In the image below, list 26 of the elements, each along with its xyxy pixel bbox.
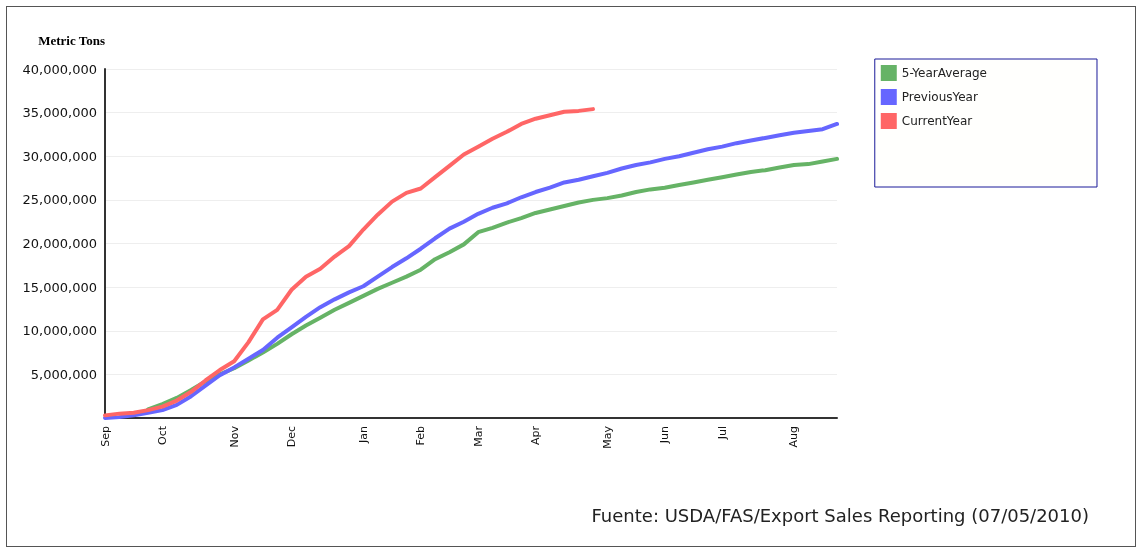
x-tick-label: Jan	[356, 425, 370, 444]
x-tick-label: Jun	[658, 425, 672, 445]
x-tick-label: Dec	[285, 426, 299, 448]
x-tick-label: Nov	[227, 425, 241, 448]
legend-label: 5-YearAverage	[901, 66, 988, 80]
x-tick-label: Feb	[414, 425, 428, 446]
y-axis-title: Metric Tons	[38, 33, 105, 48]
y-tick-label: 5,000,000	[30, 366, 97, 382]
x-tick-label: May	[600, 425, 614, 449]
y-tick-label: 20,000,000	[22, 236, 97, 251]
x-tick-label: Mar	[471, 425, 485, 447]
y-tick-label: 35,000,000	[22, 105, 97, 121]
x-tick-label: Aug	[787, 426, 801, 448]
source-note: Fuente: USDA/FAS/Export Sales Reporting (07/05/2010)	[591, 504, 1089, 526]
x-tick-label: Jul	[715, 426, 729, 441]
y-tick-label: 15,000,000	[22, 279, 97, 295]
legend-label: PreviousYear	[901, 90, 978, 104]
y-tick-label: 10,000,000	[22, 323, 97, 339]
y-tick-label: 30,000,000	[22, 148, 97, 164]
x-tick-label: Oct	[155, 425, 169, 446]
y-tick-label: 40,000,000	[22, 61, 97, 77]
x-tick-label: Sep	[98, 425, 112, 447]
legend-label: CurrentYear	[901, 114, 973, 128]
x-tick-label: Apr	[529, 425, 543, 446]
y-tick-label: 25,000,000	[22, 192, 97, 208]
line-series	[103, 107, 595, 418]
